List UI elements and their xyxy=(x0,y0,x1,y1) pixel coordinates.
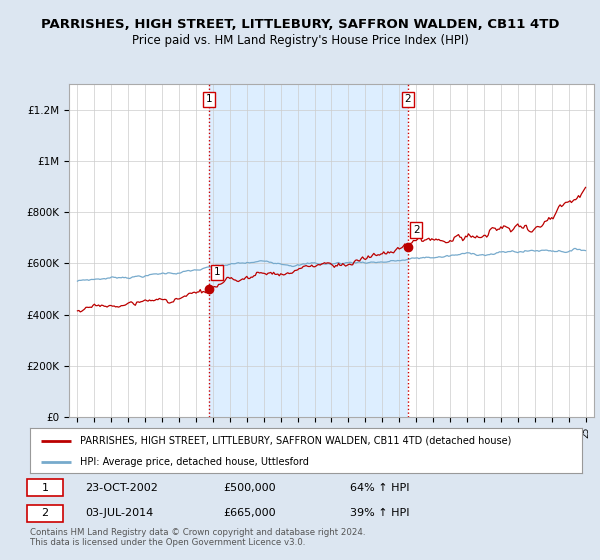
Text: 03-JUL-2014: 03-JUL-2014 xyxy=(85,508,154,518)
Text: 1: 1 xyxy=(214,267,220,277)
Text: 39% ↑ HPI: 39% ↑ HPI xyxy=(350,508,410,518)
FancyBboxPatch shape xyxy=(27,505,63,521)
Text: 1: 1 xyxy=(205,95,212,104)
Text: HPI: Average price, detached house, Uttlesford: HPI: Average price, detached house, Uttl… xyxy=(80,457,308,467)
Text: 2: 2 xyxy=(413,225,419,235)
Bar xyxy=(209,84,408,417)
Text: 1: 1 xyxy=(41,483,49,493)
Text: PARRISHES, HIGH STREET, LITTLEBURY, SAFFRON WALDEN, CB11 4TD (detached house): PARRISHES, HIGH STREET, LITTLEBURY, SAFF… xyxy=(80,436,511,446)
Text: 64% ↑ HPI: 64% ↑ HPI xyxy=(350,483,410,493)
Text: £500,000: £500,000 xyxy=(223,483,276,493)
Text: Price paid vs. HM Land Registry's House Price Index (HPI): Price paid vs. HM Land Registry's House … xyxy=(131,34,469,46)
Text: £665,000: £665,000 xyxy=(223,508,276,518)
Text: PARRISHES, HIGH STREET, LITTLEBURY, SAFFRON WALDEN, CB11 4TD: PARRISHES, HIGH STREET, LITTLEBURY, SAFF… xyxy=(41,18,559,31)
FancyBboxPatch shape xyxy=(27,479,63,496)
Text: 23-OCT-2002: 23-OCT-2002 xyxy=(85,483,158,493)
Text: 2: 2 xyxy=(41,508,49,518)
Text: 2: 2 xyxy=(404,95,411,104)
Text: Contains HM Land Registry data © Crown copyright and database right 2024.
This d: Contains HM Land Registry data © Crown c… xyxy=(30,528,365,547)
